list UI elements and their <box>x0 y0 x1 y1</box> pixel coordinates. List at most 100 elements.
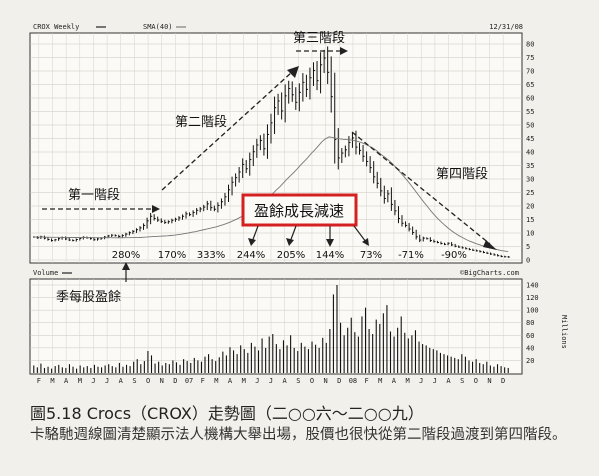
stage4-arrow <box>351 131 491 245</box>
volume-axis: 20 40 60 80 100 120 140 <box>526 282 539 365</box>
month-tick-label: N <box>487 377 491 385</box>
price-tick-label: 45 <box>526 135 534 143</box>
source-label: ©BigCharts.com <box>460 269 519 277</box>
volume-tick-label: 140 <box>526 282 539 290</box>
price-tick-label: 35 <box>526 162 534 170</box>
ticker-legend: CROX Weekly <box>33 23 79 31</box>
price-tick-label: 5 <box>526 243 530 251</box>
eps-pct-8: -71% <box>398 250 424 261</box>
month-tick-label: F <box>364 377 368 385</box>
month-tick-label: M <box>242 377 246 385</box>
month-tick-label: A <box>119 377 124 385</box>
price-tick-label: 75 <box>526 54 534 62</box>
price-tick-label: 0 <box>526 257 530 265</box>
price-tick-label: 15 <box>526 216 534 224</box>
month-tick-label: O <box>146 377 150 385</box>
price-tick-label: 80 <box>526 41 534 49</box>
month-tick-label: N <box>160 377 164 385</box>
stage1-arrowhead <box>152 205 160 213</box>
price-tick-label: 50 <box>526 122 534 130</box>
month-tick-label: D <box>337 377 341 385</box>
chart-date: 12/31/08 <box>489 23 523 31</box>
month-tick-label: D <box>173 377 177 385</box>
price-axis: 0 5 10 15 20 25 30 35 40 45 50 55 60 65 70 75 80 <box>526 41 534 265</box>
price-tick-label: 60 <box>526 95 534 103</box>
volume-unit: Millions <box>560 315 568 349</box>
stage3-label: 第三階段 <box>293 31 345 46</box>
price-tick-label: 40 <box>526 149 534 157</box>
month-tick-label: F <box>37 377 41 385</box>
month-tick-label: M <box>378 377 382 385</box>
month-tick-label: M <box>50 377 54 385</box>
stage4-arrowhead <box>483 240 497 250</box>
volume-tick-label: 80 <box>526 319 534 327</box>
month-tick-label: J <box>255 377 259 385</box>
eps-pct-2: 170% <box>158 250 187 261</box>
price-tick-label: 25 <box>526 189 534 197</box>
eps-pct-1: 280% <box>112 250 141 261</box>
month-tick-label: S <box>296 377 300 385</box>
month-tick-label: A <box>228 377 233 385</box>
month-tick-label: J <box>269 377 273 385</box>
stage4-label: 第四階段 <box>436 167 488 182</box>
eps-pct-4: 244% <box>237 250 266 261</box>
volume-tick-label: 20 <box>526 357 534 365</box>
month-tick-label: O <box>310 377 314 385</box>
month-tick-label: J <box>433 377 437 385</box>
price-tick-label: 55 <box>526 108 534 116</box>
month-tick-label: M <box>214 377 218 385</box>
volume-legend: Volume <box>33 269 58 277</box>
price-tick-label: 30 <box>526 176 534 184</box>
highlight-label: 盈餘成長減速 <box>254 202 344 220</box>
price-tick-label: 20 <box>526 203 534 211</box>
month-tick-label: J <box>91 377 95 385</box>
month-tick-label: J <box>105 377 109 385</box>
month-tick-label: A <box>392 377 397 385</box>
volume-tick-label: 60 <box>526 332 534 340</box>
price-tick-label: 10 <box>526 230 534 238</box>
figure-caption-title: 圖5.18 Crocs（CROX）走勢圖（二○○六～二○○九） <box>30 404 424 423</box>
month-tick-label: O <box>474 377 478 385</box>
figure-caption-body: 卡駱馳週線圖清楚顯示法人機構大舉出場，股價也很快從第二階段過渡到第四階段。 <box>30 427 567 443</box>
month-axis: F M A M J J A S O N D 07 F M A M J J A S O N D 08 F M A M J J A S O N D <box>37 377 506 385</box>
month-tick-label: J <box>419 377 423 385</box>
price-bars <box>33 46 510 258</box>
month-tick-label: S <box>132 377 136 385</box>
eps-arrowhead-2 <box>286 238 294 246</box>
month-tick-label: M <box>405 377 409 385</box>
eps-pct-6: 144% <box>316 250 345 261</box>
month-tick-label: D <box>501 377 505 385</box>
eps-pct-9: -90% <box>441 250 467 261</box>
month-tick-label: S <box>460 377 464 385</box>
stage2-arrowhead <box>287 66 299 78</box>
stock-chart: CROX Weekly SMA(40) 12/31/08 Volume ©Big… <box>29 23 568 385</box>
price-tick-label: 65 <box>526 81 534 89</box>
eps-growth-labels: 280% 170% 333% 244% 205% 144% 73% -71% -… <box>112 250 467 261</box>
eps-arrows <box>248 225 369 247</box>
eps-arrowhead-3 <box>326 239 334 247</box>
stage2-label: 第二階段 <box>175 115 227 130</box>
month-tick-label: 08 <box>349 377 357 385</box>
month-tick-label: M <box>78 377 82 385</box>
stage2-arrow <box>161 71 293 191</box>
price-gridlines <box>30 43 522 261</box>
stage3-arrowhead <box>340 47 348 55</box>
ma-legend: SMA(40) <box>143 23 173 31</box>
eps-pct-5: 205% <box>277 250 306 261</box>
month-tick-label: A <box>64 377 69 385</box>
eps-pct-3: 333% <box>197 250 226 261</box>
eps-label-arrowhead <box>122 262 130 270</box>
eps-pct-7: 73% <box>360 250 382 261</box>
volume-tick-label: 120 <box>526 294 539 302</box>
price-tick-label: 70 <box>526 68 534 76</box>
stage1-label: 第一階段 <box>68 188 120 203</box>
highlight-box <box>241 193 358 227</box>
eps-arrow-4 <box>353 225 367 243</box>
volume-tick-label: 100 <box>526 307 539 315</box>
month-tick-label: 07 <box>185 377 193 385</box>
month-tick-label: A <box>446 377 451 385</box>
eps-arrowhead-4 <box>362 238 369 246</box>
month-tick-label: A <box>283 377 288 385</box>
volume-bars <box>33 285 509 373</box>
eps-arrowhead-1 <box>248 238 256 246</box>
